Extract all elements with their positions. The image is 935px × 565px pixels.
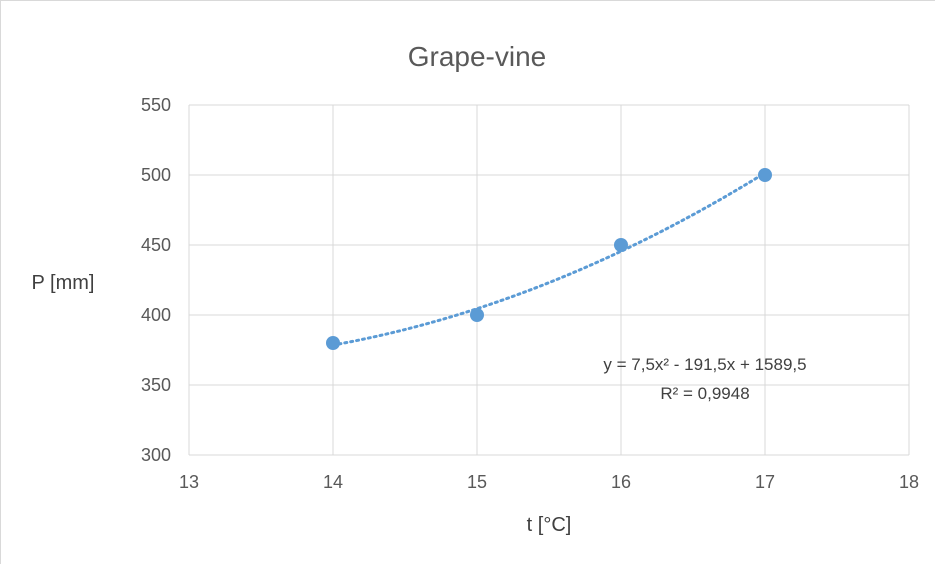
y-tick-label: 350 [141,375,171,395]
x-tick-label: 15 [467,472,487,492]
data-point [470,308,484,322]
data-point [326,336,340,350]
trendline [331,171,767,347]
x-axis-label: t [°C] [527,514,572,536]
chart-title: Grape-vine [408,41,547,72]
y-tick-label: 450 [141,235,171,255]
gridlines [188,104,910,456]
y-tick-labels: 300 350 400 450 500 550 [141,95,171,465]
y-tick-label: 400 [141,305,171,325]
data-point [758,168,772,182]
y-axis-label: P [mm] [32,272,95,294]
x-tick-labels: 13 14 15 16 17 18 [179,472,919,492]
y-tick-label: 500 [141,165,171,185]
trendline-equation: y = 7,5x² - 191,5x + 1589,5 [603,355,806,374]
trendline-group [331,171,767,347]
y-tick-label: 550 [141,95,171,115]
y-tick-label: 300 [141,445,171,465]
x-tick-label: 13 [179,472,199,492]
trendline-r-squared: R² = 0,9948 [660,384,749,403]
x-tick-label: 18 [899,472,919,492]
x-tick-label: 17 [755,472,775,492]
x-tick-label: 16 [611,472,631,492]
data-point [614,238,628,252]
data-points [326,168,772,350]
x-tick-label: 14 [323,472,343,492]
